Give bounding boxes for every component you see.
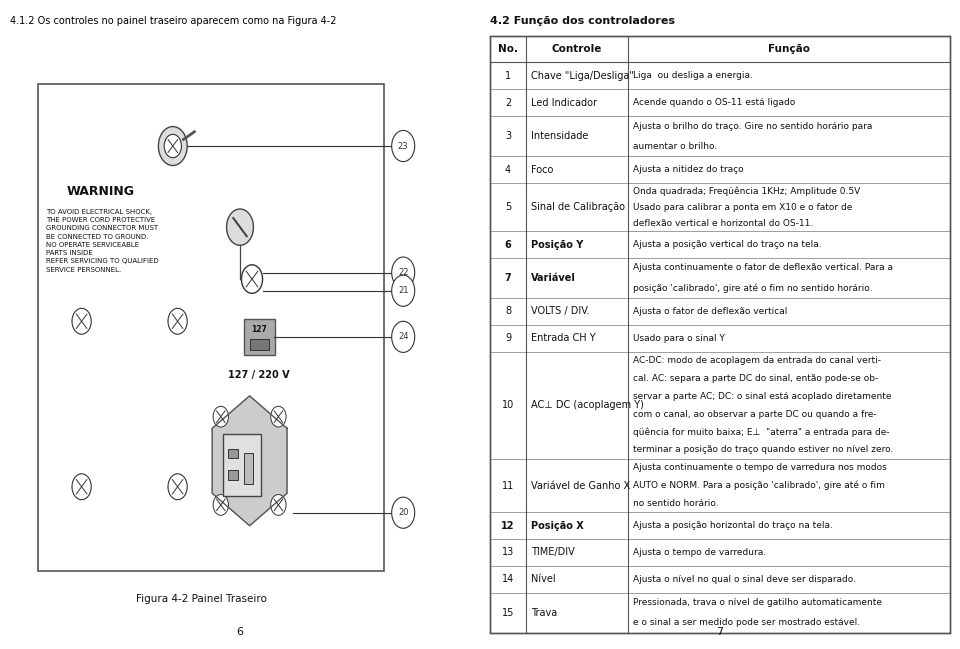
Text: 2: 2 <box>505 97 511 108</box>
Circle shape <box>392 130 415 162</box>
Polygon shape <box>212 396 287 526</box>
Text: 13: 13 <box>502 548 515 557</box>
Text: Trava: Trava <box>531 607 558 618</box>
Text: Intensidade: Intensidade <box>531 131 588 141</box>
Text: com o canal, ao observar a parte DC ou quando a fre-: com o canal, ao observar a parte DC ou q… <box>633 410 876 419</box>
Circle shape <box>271 406 286 427</box>
Text: Ajusta a posição vertical do traço na tela.: Ajusta a posição vertical do traço na te… <box>633 240 821 249</box>
FancyBboxPatch shape <box>250 339 269 350</box>
Text: WARNING: WARNING <box>67 185 134 198</box>
Text: 4: 4 <box>505 165 511 175</box>
Circle shape <box>227 209 253 245</box>
Circle shape <box>164 134 181 158</box>
Circle shape <box>213 406 228 427</box>
Circle shape <box>392 257 415 288</box>
Text: 20: 20 <box>398 508 408 517</box>
Circle shape <box>158 127 187 165</box>
Text: 4.1.2 Os controles no painel traseiro aparecem como na Figura 4-2: 4.1.2 Os controles no painel traseiro ap… <box>10 16 336 26</box>
Text: Posição Y: Posição Y <box>531 239 584 249</box>
Text: Ajusta o tempo de varredura.: Ajusta o tempo de varredura. <box>633 548 766 557</box>
Text: no sentido horário.: no sentido horário. <box>633 499 718 508</box>
Text: Posição X: Posição X <box>531 520 584 531</box>
Text: 4.2 Função dos controladores: 4.2 Função dos controladores <box>490 16 675 26</box>
Text: 127 / 220 V: 127 / 220 V <box>228 370 290 380</box>
Circle shape <box>72 308 91 334</box>
FancyBboxPatch shape <box>223 434 261 496</box>
Text: 5: 5 <box>505 202 511 212</box>
Circle shape <box>242 265 263 293</box>
Text: Chave "Liga/Desliga": Chave "Liga/Desliga" <box>531 71 635 81</box>
Text: 21: 21 <box>398 286 408 295</box>
Text: Sinal de Calibração: Sinal de Calibração <box>531 202 625 212</box>
Circle shape <box>392 275 415 306</box>
Text: AUTO e NORM. Para a posição 'calibrado', gire até o fim: AUTO e NORM. Para a posição 'calibrado',… <box>633 481 884 490</box>
Text: Ajusta continuamente o tempo de varredura nos modos: Ajusta continuamente o tempo de varredur… <box>633 463 886 472</box>
Text: VOLTS / DIV.: VOLTS / DIV. <box>531 306 589 317</box>
Text: Usado para calibrar a ponta em X10 e o fator de: Usado para calibrar a ponta em X10 e o f… <box>633 202 852 212</box>
Text: 15: 15 <box>502 607 515 618</box>
Text: 127: 127 <box>252 325 267 334</box>
Text: servar a parte AC; DC: o sinal está acoplado diretamente: servar a parte AC; DC: o sinal está acop… <box>633 392 891 401</box>
Text: Liga  ou desliga a energia.: Liga ou desliga a energia. <box>633 71 753 80</box>
Circle shape <box>392 321 415 352</box>
Text: 6: 6 <box>505 239 512 249</box>
Text: qüência for muito baixa; E⊥  "aterra" a entrada para de-: qüência for muito baixa; E⊥ "aterra" a e… <box>633 427 889 437</box>
Text: Controle: Controle <box>552 44 602 54</box>
FancyBboxPatch shape <box>228 448 238 458</box>
Text: No.: No. <box>498 44 518 54</box>
Text: 9: 9 <box>505 333 511 343</box>
FancyBboxPatch shape <box>228 470 238 480</box>
Circle shape <box>168 474 187 500</box>
Text: AC-DC: modo de acoplagem da entrada do canal verti-: AC-DC: modo de acoplagem da entrada do c… <box>633 356 880 365</box>
Text: deflexão vertical e horizontal do OS-11.: deflexão vertical e horizontal do OS-11. <box>633 219 813 228</box>
Text: 3: 3 <box>505 131 511 141</box>
Text: Ajusta a nitidez do traço: Ajusta a nitidez do traço <box>633 165 743 174</box>
Text: Ajusta o brilho do traço. Gire no sentido horário para: Ajusta o brilho do traço. Gire no sentid… <box>633 121 872 130</box>
Text: terminar a posição do traço quando estiver no nível zero.: terminar a posição do traço quando estiv… <box>633 445 893 454</box>
Text: Foco: Foco <box>531 165 554 175</box>
Circle shape <box>168 308 187 334</box>
Text: Pressionada, trava o nível de gatilho automaticamente: Pressionada, trava o nível de gatilho au… <box>633 598 881 607</box>
Text: Ajusta o fator de deflexão vertical: Ajusta o fator de deflexão vertical <box>633 307 787 316</box>
Circle shape <box>72 474 91 500</box>
Text: 22: 22 <box>398 268 408 277</box>
Text: Usado para o sinal Y: Usado para o sinal Y <box>633 334 725 343</box>
FancyBboxPatch shape <box>244 319 275 355</box>
Text: Onda quadrada; Freqüência 1KHz; Amplitude 0.5V: Onda quadrada; Freqüência 1KHz; Amplitud… <box>633 186 860 196</box>
Text: Acende quando o OS-11 está ligado: Acende quando o OS-11 está ligado <box>633 98 795 107</box>
Bar <box>38 84 384 571</box>
Text: Variável: Variável <box>531 273 576 283</box>
Text: 8: 8 <box>505 306 511 317</box>
Text: posição 'calibrado', gire até o fim no sentido horário.: posição 'calibrado', gire até o fim no s… <box>633 284 872 293</box>
Text: aumentar o brilho.: aumentar o brilho. <box>633 141 717 151</box>
Text: 11: 11 <box>502 480 515 491</box>
Text: 24: 24 <box>398 332 408 341</box>
Text: 12: 12 <box>501 520 515 531</box>
Text: Ajusta a posição horizontal do traço na tela.: Ajusta a posição horizontal do traço na … <box>633 521 832 530</box>
Text: Ajusta o nível no qual o sinal deve ser disparado.: Ajusta o nível no qual o sinal deve ser … <box>633 575 855 583</box>
Text: e o sinal a ser medido pode ser mostrado estável.: e o sinal a ser medido pode ser mostrado… <box>633 618 860 627</box>
Text: Função: Função <box>768 44 810 54</box>
Text: 7: 7 <box>716 628 724 637</box>
Text: 14: 14 <box>502 574 515 584</box>
Text: AC⊥ DC (acoplagem Y): AC⊥ DC (acoplagem Y) <box>531 400 644 410</box>
Text: 1: 1 <box>505 71 511 81</box>
Text: Led Indicador: Led Indicador <box>531 97 597 108</box>
Circle shape <box>271 495 286 515</box>
Circle shape <box>213 495 228 515</box>
Text: 10: 10 <box>502 400 515 410</box>
Text: Nível: Nível <box>531 574 556 584</box>
Text: Ajusta continuamente o fator de deflexão vertical. Para a: Ajusta continuamente o fator de deflexão… <box>633 263 893 273</box>
Text: TIME/DIV: TIME/DIV <box>531 548 575 557</box>
Text: 6: 6 <box>236 628 244 637</box>
Text: TO AVOID ELECTRICAL SHOCK,
THE POWER CORD PROTECTIVE
GROUNDING CONNECTOR MUST
BE: TO AVOID ELECTRICAL SHOCK, THE POWER COR… <box>46 209 158 273</box>
FancyBboxPatch shape <box>244 453 253 484</box>
Text: 7: 7 <box>505 273 512 283</box>
Text: Variável de Ganho X: Variável de Ganho X <box>531 480 631 491</box>
Text: cal. AC: separa a parte DC do sinal, então pode-se ob-: cal. AC: separa a parte DC do sinal, ent… <box>633 374 877 383</box>
Text: Figura 4-2 Painel Traseiro: Figura 4-2 Painel Traseiro <box>136 594 267 604</box>
Text: Entrada CH Y: Entrada CH Y <box>531 333 596 343</box>
Circle shape <box>392 497 415 528</box>
Text: 23: 23 <box>397 141 409 151</box>
